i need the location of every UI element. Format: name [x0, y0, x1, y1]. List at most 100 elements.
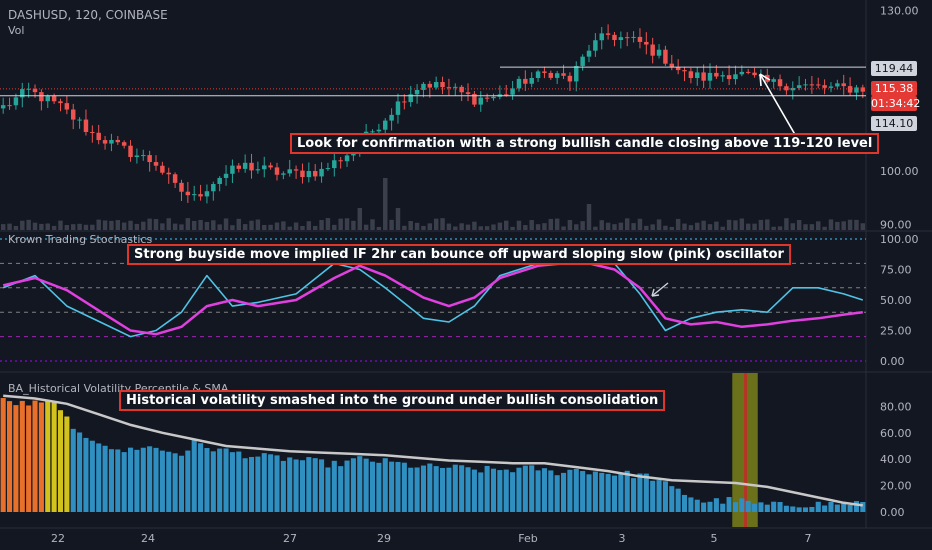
- volume-bar: [835, 221, 840, 230]
- candle-body: [45, 96, 50, 102]
- candle-body: [701, 72, 706, 81]
- volume-bar: [344, 218, 350, 230]
- hv-bar: [115, 449, 121, 512]
- hv-bar: [312, 458, 318, 512]
- volume-bar: [121, 222, 127, 230]
- candle-body: [523, 78, 528, 84]
- volume-bar: [83, 224, 89, 230]
- volume-bar: [790, 223, 796, 230]
- volume-bar: [675, 218, 681, 230]
- candle-body: [230, 165, 235, 174]
- candle-body: [109, 139, 114, 144]
- hv-bar: [83, 437, 89, 512]
- candle-body: [459, 86, 464, 93]
- stoch-tick-label: 25.00: [880, 325, 912, 338]
- volume-bar: [631, 223, 636, 230]
- hv-bar: [764, 504, 770, 512]
- hv-bar: [688, 497, 694, 512]
- volume-bar: [64, 225, 70, 230]
- hv-bar: [248, 456, 255, 512]
- volume-bar: [141, 221, 146, 230]
- volume-bar: [166, 218, 171, 230]
- candle-body: [478, 97, 483, 105]
- candle-body: [605, 33, 611, 35]
- volume-bar: [211, 220, 216, 230]
- candle-body: [141, 155, 146, 157]
- hv-bar: [802, 507, 809, 512]
- volume-bar: [160, 223, 165, 230]
- candle-body: [580, 56, 585, 66]
- hv-bar: [287, 457, 293, 512]
- candle-body: [242, 162, 248, 169]
- volume-bar: [656, 219, 662, 230]
- x-tick-label: Feb: [518, 532, 537, 545]
- volume-bar: [0, 224, 6, 230]
- hv-bar: [605, 473, 611, 512]
- candle-body: [383, 120, 388, 130]
- candle-body: [312, 171, 318, 177]
- volume-bar: [809, 224, 815, 230]
- volume-bar: [389, 219, 394, 230]
- volume-bar: [128, 220, 133, 230]
- hv-bar: [363, 458, 369, 512]
- hv-bar: [834, 504, 840, 512]
- hv-bar: [7, 401, 13, 512]
- x-tick-label: 5: [711, 532, 718, 545]
- candle-body: [32, 88, 38, 93]
- hv-bar: [841, 502, 847, 512]
- candle-body: [695, 72, 700, 79]
- candle-body: [160, 165, 165, 173]
- hv-bar: [681, 494, 688, 512]
- hv-bar: [70, 428, 76, 512]
- volume-bar: [752, 223, 757, 230]
- hv-bar: [771, 501, 777, 512]
- candle-body: [20, 89, 25, 98]
- hv-bar: [694, 499, 700, 512]
- volume-bar: [32, 222, 38, 230]
- price-levels: [0, 66, 866, 97]
- volume-bars: [0, 178, 866, 230]
- hv-bar: [828, 501, 834, 512]
- volume-bar: [153, 219, 159, 230]
- hv-bar: [382, 458, 388, 512]
- candle-body: [860, 87, 866, 92]
- candle-body: [593, 40, 598, 51]
- hv-bar: [325, 467, 331, 512]
- candle-body: [650, 44, 655, 56]
- candle-body: [153, 162, 159, 166]
- hv-bar: [255, 456, 261, 512]
- hv-bar: [497, 470, 503, 512]
- candle-body: [58, 101, 63, 104]
- volume-bar: [688, 225, 694, 230]
- volume-bar: [567, 219, 573, 230]
- candle-body: [612, 34, 617, 41]
- hv-bar: [172, 453, 178, 512]
- candle-body: [147, 155, 152, 163]
- volume-bar: [338, 218, 343, 230]
- hv-bar: [662, 481, 668, 512]
- price-axis: 90.00100.00130.000.0025.0050.0075.00100.…: [51, 5, 919, 545]
- hv-bar: [739, 498, 745, 512]
- volume-bar: [268, 224, 273, 230]
- volume-bar: [733, 220, 738, 230]
- volume-bar: [816, 221, 821, 230]
- candle-body: [223, 173, 229, 178]
- volume-bar: [179, 224, 184, 230]
- volume-bar: [20, 220, 25, 230]
- hv-bar: [420, 465, 426, 512]
- candle-body: [599, 33, 604, 41]
- candle-body: [669, 63, 675, 68]
- volume-bar: [472, 221, 477, 230]
- volume-bar: [414, 222, 420, 230]
- volume-bar: [236, 218, 242, 230]
- hv-bar: [344, 460, 350, 512]
- candle-body: [440, 82, 445, 88]
- hv-bar: [650, 480, 656, 512]
- price-tick-label: 100.00: [880, 165, 919, 178]
- hv-bar: [567, 469, 573, 512]
- volume-bar: [593, 226, 598, 230]
- volume-bar: [249, 220, 254, 230]
- x-tick-label: 7: [805, 532, 812, 545]
- volume-bar: [427, 223, 433, 230]
